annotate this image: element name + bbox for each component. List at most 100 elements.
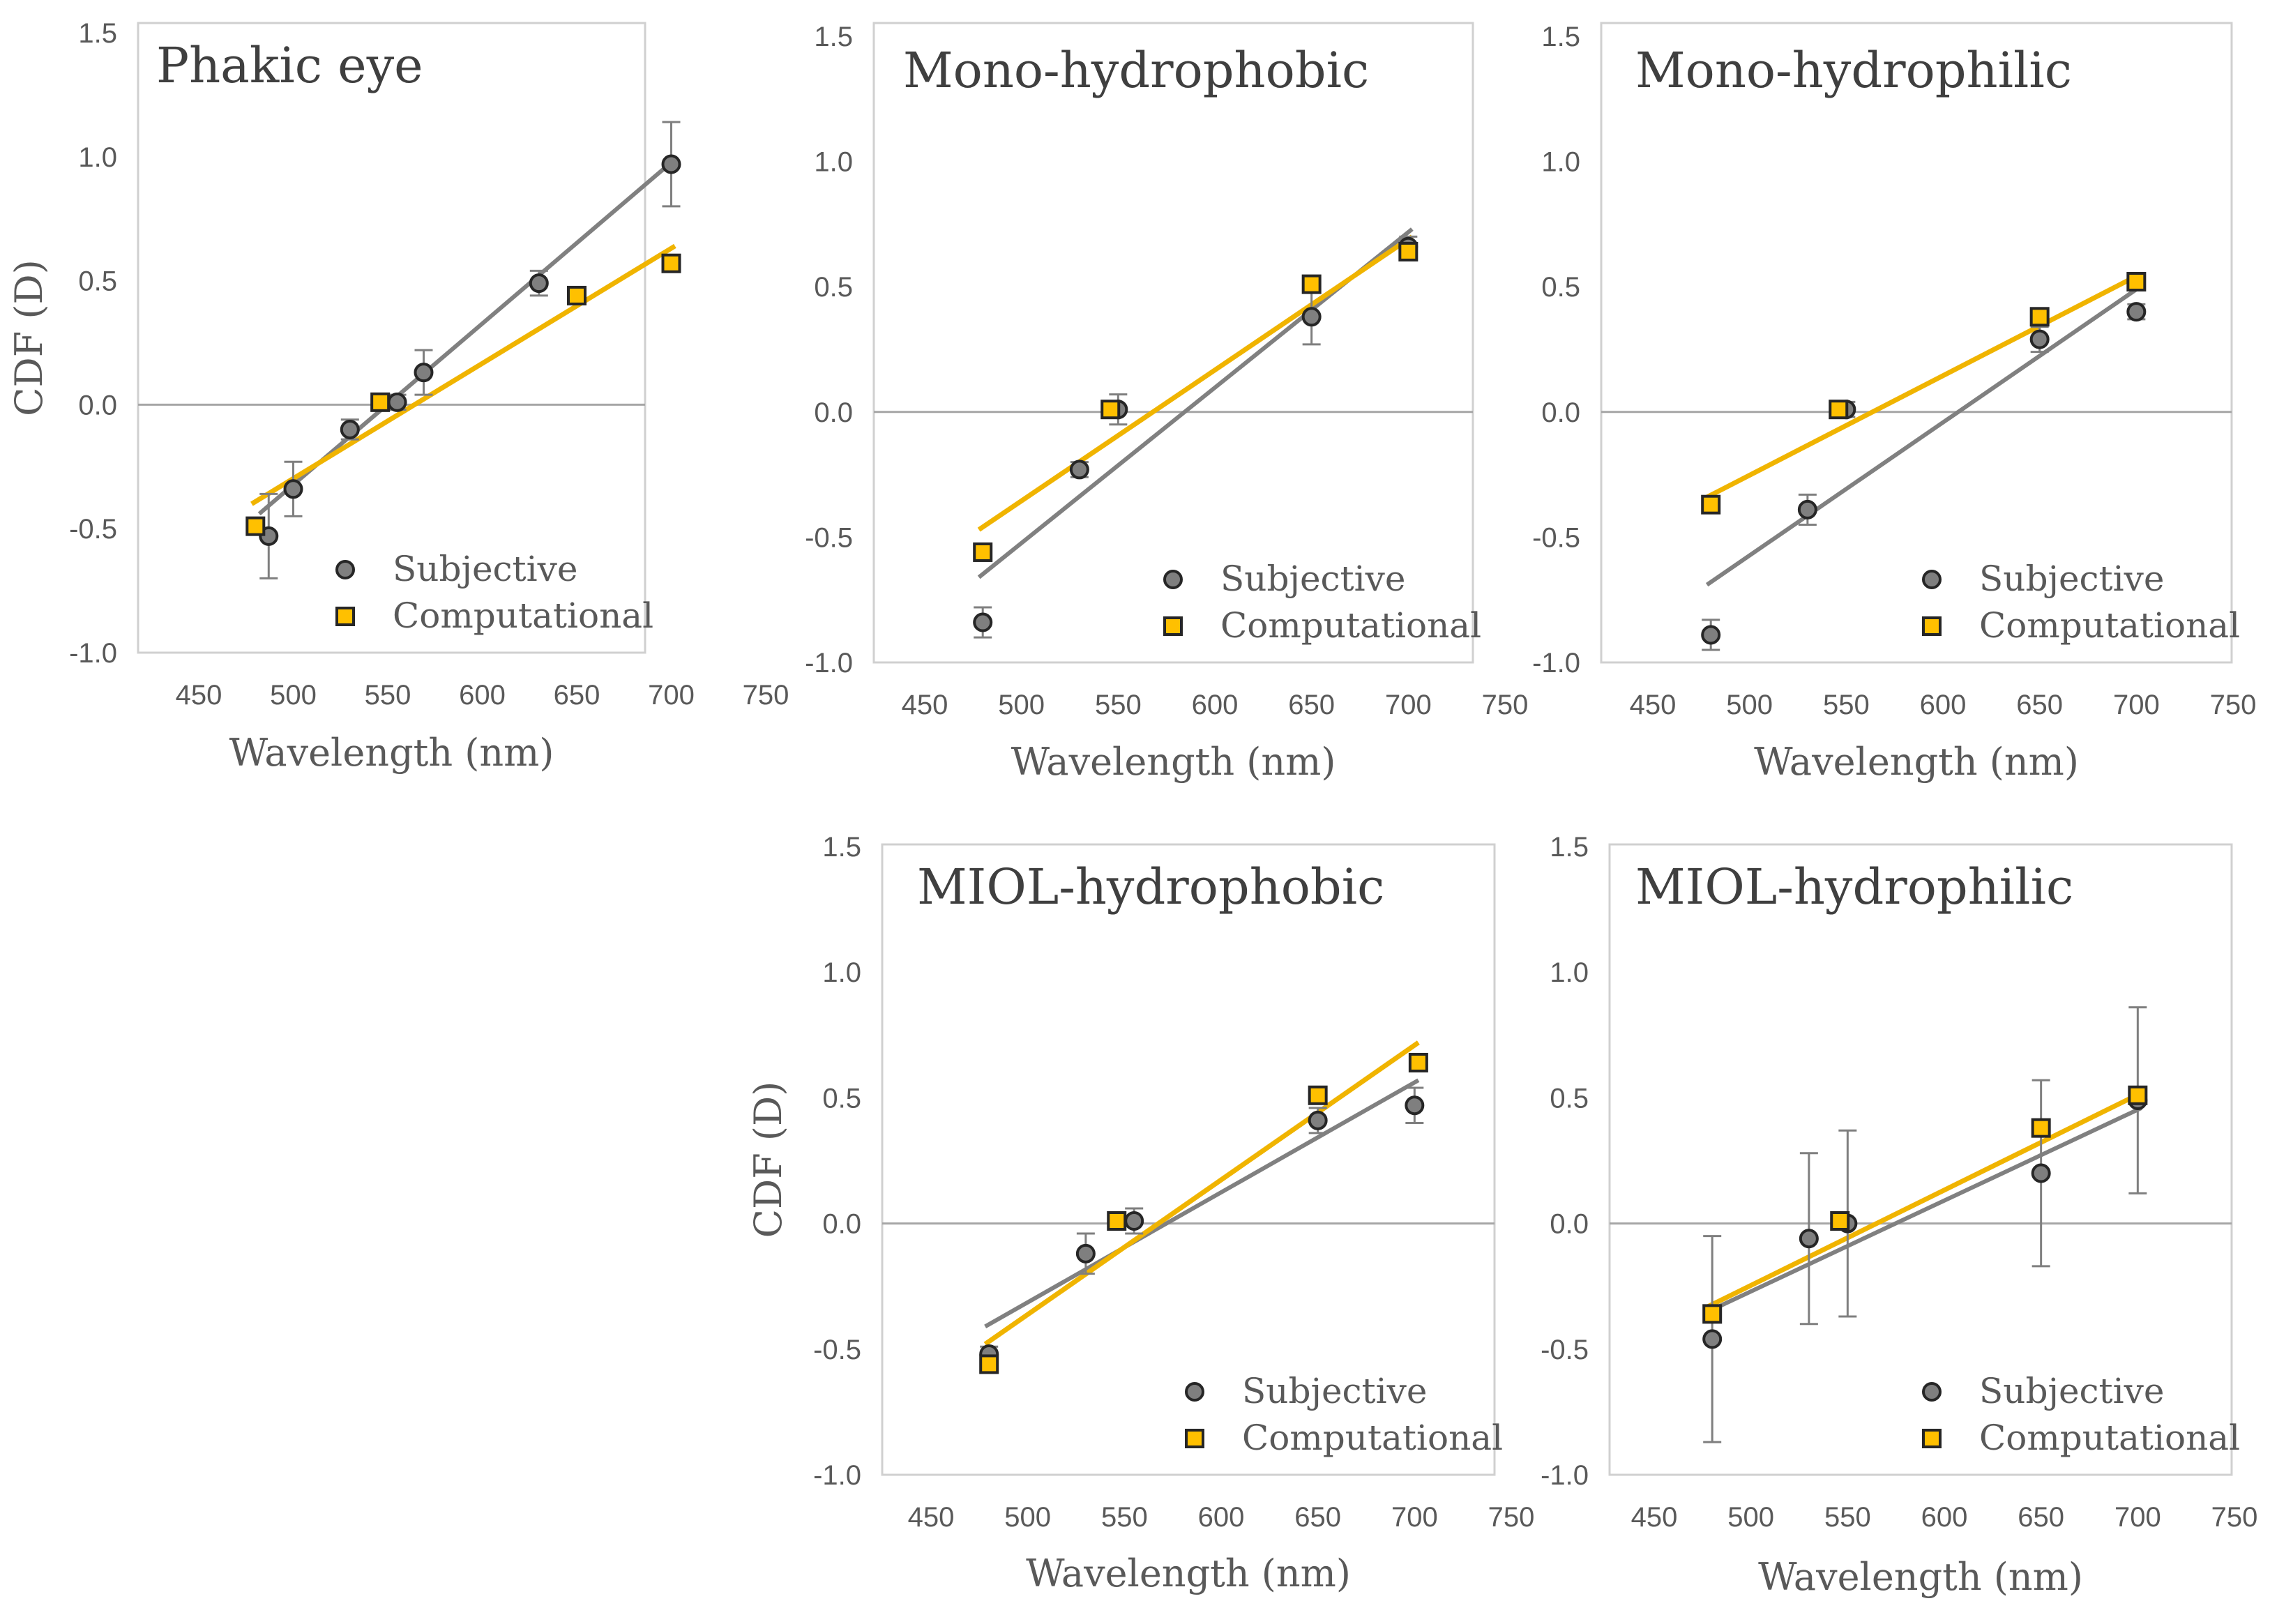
- x-axis-title: Wavelength (nm): [1754, 740, 2079, 784]
- x-tick-label: 650: [554, 680, 600, 711]
- legend-computational-label: Computational: [1220, 605, 1481, 646]
- y-tick-label: 0.5: [814, 272, 853, 303]
- computational-point: [567, 285, 587, 305]
- x-tick-label: 500: [1727, 1502, 1774, 1533]
- subjective-point: [1124, 1211, 1144, 1231]
- computational-point: [1301, 274, 1322, 294]
- legend-subjective-marker: [1922, 1382, 1942, 1402]
- y-tick-label: 1.0: [78, 142, 117, 173]
- legend-subjective-label: Subjective: [393, 549, 577, 589]
- x-tick-label: 600: [1198, 1502, 1245, 1533]
- plot-frame: [881, 843, 1496, 1476]
- computational-point: [979, 1354, 999, 1374]
- computational-point: [1100, 400, 1121, 420]
- x-tick-label: 500: [1726, 690, 1773, 720]
- y-tick-label: -1.0: [1541, 1460, 1589, 1491]
- x-tick-label: 700: [1391, 1502, 1438, 1533]
- computational-point: [245, 516, 266, 536]
- y-tick-label: -1.0: [1532, 648, 1580, 678]
- legend-computational-label: Computational: [393, 595, 653, 636]
- computational-point: [1308, 1085, 1328, 1105]
- legend-computational-marker: [1163, 616, 1183, 636]
- legend: Subjective Computational: [335, 549, 653, 636]
- x-tick-label: 600: [1921, 1502, 1968, 1533]
- x-tick-label: 600: [1192, 690, 1239, 720]
- subjective-point: [1701, 625, 1721, 645]
- x-tick-label: 450: [902, 690, 948, 720]
- y-tick-label: -1.0: [805, 648, 853, 678]
- y-tick-label: -0.5: [805, 522, 853, 553]
- x-tick-label: 600: [459, 680, 506, 711]
- x-tick-label: 500: [270, 680, 317, 711]
- x-tick-label: 750: [2210, 690, 2257, 720]
- x-tick-label: 500: [998, 690, 1045, 720]
- computational-point: [1398, 241, 1418, 261]
- legend-computational-label: Computational: [1979, 1418, 2240, 1458]
- x-tick-label: 600: [1920, 690, 1967, 720]
- x-tick-label: 650: [2016, 690, 2063, 720]
- x-tick-label: 700: [648, 680, 695, 711]
- computational-point: [2029, 307, 2050, 327]
- panel-title: Phakic eye: [156, 37, 423, 94]
- legend-subjective-marker: [1922, 570, 1942, 589]
- legend-computational-marker: [1922, 1429, 1942, 1448]
- computational-point: [1408, 1052, 1428, 1072]
- y-axis-title: CDF (D): [746, 1082, 790, 1238]
- y-axis-title: CDF (D): [7, 259, 51, 416]
- x-tick-label: 650: [1294, 1502, 1341, 1533]
- legend-computational-label: Computational: [1242, 1418, 1503, 1458]
- legend-subjective-marker: [1185, 1382, 1204, 1402]
- subjective-fit-line: [1705, 284, 2142, 587]
- computational-point: [1830, 1211, 1850, 1231]
- computational-fit-line: [983, 1040, 1420, 1346]
- subjective-fit-line: [1707, 1106, 2143, 1314]
- panel-title: MIOL-hydrophobic: [917, 858, 1384, 916]
- computational-point: [1702, 1304, 1723, 1324]
- y-tick-label: 0.0: [1550, 1209, 1589, 1240]
- x-tick-label: 700: [1385, 690, 1432, 720]
- legend: Subjective Computational: [1922, 1371, 2240, 1458]
- plot-frame: [1600, 22, 2233, 664]
- subjective-point: [283, 479, 303, 499]
- legend-subjective-marker: [1163, 570, 1183, 589]
- x-tick-label: 550: [1101, 1502, 1148, 1533]
- y-tick-label: -1.0: [813, 1460, 861, 1491]
- subjective-fit-line: [984, 1078, 1420, 1328]
- x-tick-label: 550: [1824, 1502, 1871, 1533]
- y-tick-label: 0.0: [814, 397, 853, 428]
- subjective-point: [1075, 1243, 1096, 1263]
- y-tick-label: 1.0: [814, 147, 853, 178]
- y-tick-label: -0.5: [1532, 522, 1580, 553]
- legend-computational-marker: [1922, 616, 1942, 636]
- x-tick-label: 700: [2114, 1502, 2161, 1533]
- computational-point: [661, 253, 681, 273]
- computational-point: [2126, 272, 2147, 292]
- legend-subjective-label: Subjective: [1979, 559, 2164, 599]
- computational-fit-line: [977, 234, 1414, 532]
- legend-subjective-label: Subjective: [1242, 1371, 1427, 1411]
- x-tick-label: 550: [365, 680, 411, 711]
- y-tick-label: 1.0: [822, 957, 861, 988]
- x-axis-title: Wavelength (nm): [1026, 1551, 1351, 1595]
- y-tick-label: 1.5: [1550, 832, 1589, 863]
- computational-point: [973, 542, 993, 562]
- y-tick-label: 1.5: [814, 22, 853, 52]
- subjective-point: [1308, 1110, 1328, 1130]
- panel-title: MIOL-hydrophilic: [1635, 858, 2073, 916]
- x-tick-label: 750: [743, 680, 789, 711]
- x-tick-label: 550: [1823, 690, 1870, 720]
- x-tick-label: 450: [1631, 1502, 1678, 1533]
- y-tick-label: 0.0: [78, 390, 117, 420]
- x-tick-label: 650: [1288, 690, 1335, 720]
- chart-panel-2: -1.0 -0.5 0.0 0.5 1.0 1.5 450 500 550 600 650 700 75…: [805, 22, 1528, 784]
- x-tick-label: 650: [2018, 1502, 2064, 1533]
- subjective-point: [1702, 1329, 1723, 1349]
- subjective-point: [973, 612, 993, 632]
- y-tick-label: 1.5: [78, 18, 117, 49]
- x-tick-label: 750: [1482, 690, 1529, 720]
- subjective-point: [1799, 1229, 1819, 1249]
- subjective-point: [2031, 1163, 2051, 1183]
- computational-point: [2031, 1118, 2051, 1138]
- y-tick-label: 0.5: [1541, 272, 1580, 303]
- computational-fit-line: [250, 243, 676, 506]
